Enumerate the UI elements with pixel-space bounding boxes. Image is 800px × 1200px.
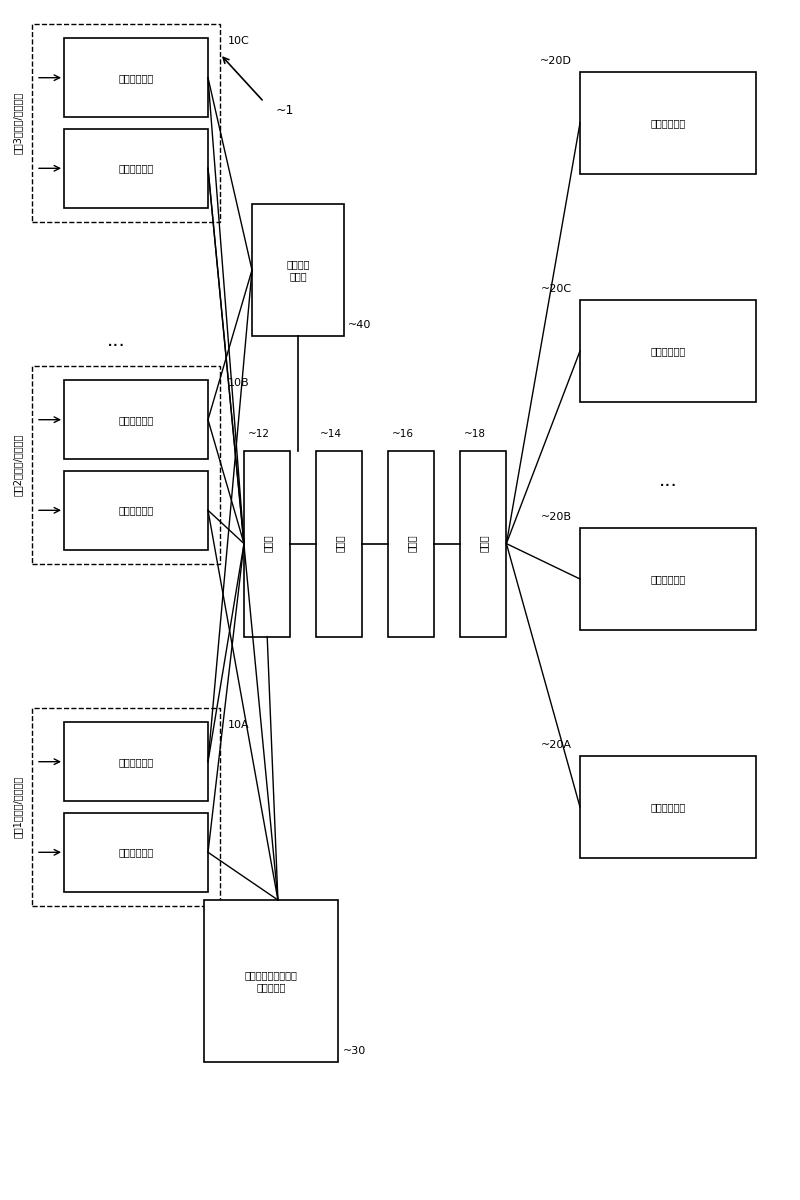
Bar [64, 814, 208, 892]
Bar [64, 722, 208, 802]
Bar [316, 450, 362, 636]
Text: ~18: ~18 [464, 428, 486, 438]
Bar [64, 128, 208, 208]
Text: 信息处理装置: 信息处理装置 [650, 346, 686, 356]
Bar [580, 72, 756, 174]
Text: 10A: 10A [228, 720, 250, 730]
Text: 信息处理装置: 信息处理装置 [650, 574, 686, 584]
Bar [252, 204, 344, 336]
Text: 参考时钟
服务器: 参考时钟 服务器 [286, 259, 310, 281]
Bar [580, 756, 756, 858]
Text: 信息处理装置: 信息处理装置 [650, 802, 686, 812]
Bar [244, 450, 290, 636]
Text: 10C: 10C [228, 36, 250, 46]
Text: 第一处理部分: 第一处理部分 [118, 505, 154, 515]
Text: ~20C: ~20C [541, 284, 572, 294]
Text: ~40: ~40 [348, 320, 371, 330]
Bar [580, 300, 756, 402]
Text: 第一处理部分: 第一处理部分 [118, 847, 154, 857]
Text: ~20B: ~20B [541, 512, 572, 522]
Text: 频道3的迖频/音频信号: 频道3的迖频/音频信号 [13, 92, 22, 154]
Bar [204, 900, 338, 1062]
Text: ~20D: ~20D [540, 56, 572, 66]
Text: 第二处理部分: 第二处理部分 [118, 415, 154, 425]
Bar [64, 380, 208, 458]
Text: 计划发布时间点信息
传输服务器: 计划发布时间点信息 传输服务器 [245, 970, 298, 991]
Bar [32, 708, 220, 906]
Text: ~1: ~1 [276, 104, 294, 116]
Text: ~12: ~12 [248, 428, 270, 438]
Text: 10B: 10B [228, 378, 250, 388]
Text: 交换机: 交换机 [478, 535, 488, 552]
Bar [388, 450, 434, 636]
Text: 第二处理部分: 第二处理部分 [118, 73, 154, 83]
Text: 第一处理部分: 第一处理部分 [118, 163, 154, 173]
Bar [32, 24, 220, 222]
Text: 第二处理部分: 第二处理部分 [118, 757, 154, 767]
Text: 交换机: 交换机 [262, 535, 272, 552]
Text: ~20A: ~20A [541, 740, 572, 750]
Text: ...: ... [106, 331, 126, 350]
Bar [64, 38, 208, 116]
Text: 路由器: 路由器 [406, 535, 416, 552]
Text: 频道2的迖频/音频信号: 频道2的迖频/音频信号 [13, 434, 22, 496]
Text: 频道1的迖频/音频信号: 频道1的迖频/音频信号 [13, 776, 22, 838]
Text: 信息处理装置: 信息处理装置 [650, 118, 686, 128]
Text: ~16: ~16 [392, 428, 414, 438]
Text: 路由器: 路由器 [334, 535, 344, 552]
Text: ~14: ~14 [320, 428, 342, 438]
Bar [32, 366, 220, 564]
Text: ~30: ~30 [342, 1046, 366, 1056]
Bar [580, 528, 756, 630]
Bar [460, 450, 506, 636]
Bar [64, 470, 208, 550]
Text: ...: ... [658, 470, 678, 490]
